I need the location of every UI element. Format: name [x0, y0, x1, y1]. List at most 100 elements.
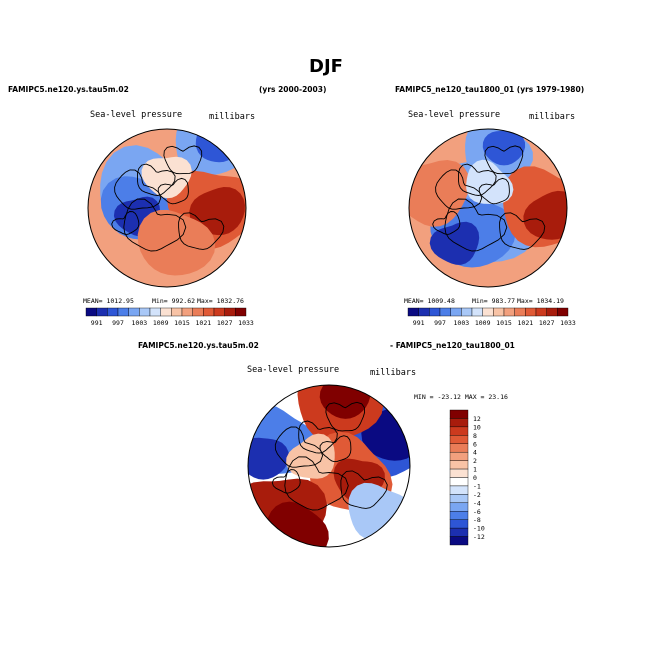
pressure-contour-region: [189, 187, 245, 236]
colorbar-swatch: [96, 307, 108, 317]
colorbar-swatch: [449, 536, 469, 546]
colorbar-swatch: [482, 307, 494, 317]
left-panel-colorbar: 991 997 1003 1009 1015 1021 1027 1033: [85, 307, 254, 327]
diff-panel-units: millibars: [370, 368, 417, 378]
colorbar-swatch: [203, 307, 215, 317]
coastline: [137, 163, 176, 196]
coastline: [157, 177, 189, 205]
colorbar-tick-label: 0: [473, 474, 477, 482]
colorbar-swatch: [493, 307, 505, 317]
colorbar-tick-label: 4: [473, 449, 477, 457]
coastline: [435, 169, 483, 210]
left-panel-max: Max= 1032.76: [197, 297, 244, 305]
colorbar-swatch: [107, 307, 119, 317]
right-panel-case-label: FAMIPC5_ne120_tau1800_01 (yrs 1979-1980): [395, 85, 585, 94]
left-panel-min: Min= 992.62: [152, 297, 196, 305]
pressure-contour-region: [248, 437, 289, 480]
colorbar-swatch: [449, 485, 469, 495]
colorbar-swatch: [557, 307, 569, 317]
colorbar-swatch: [418, 307, 430, 317]
colorbar-tick-label: 1009: [475, 319, 491, 327]
colorbar-tick-label: 1021: [518, 319, 534, 327]
map-boundary: [408, 128, 568, 288]
colorbar-tick-label: 10: [473, 423, 481, 431]
coastline: [111, 211, 140, 235]
colorbar-swatch: [450, 307, 462, 317]
colorbar-swatch: [139, 307, 151, 317]
right-panel-max: Max= 1034.19: [517, 297, 564, 305]
colorbar-swatch: [449, 511, 469, 520]
coastline: [178, 212, 225, 250]
colorbar-swatch: [503, 307, 515, 317]
right-panel-colorbar: 991 997 1003 1009 1015 1021 1027 1033: [407, 307, 576, 327]
right-panel-mean: MEAN= 1009.48: [404, 297, 455, 305]
coastlines: [111, 145, 225, 252]
coastline: [123, 198, 187, 252]
colorbar-swatch: [235, 307, 247, 317]
colorbar-swatch: [449, 502, 469, 512]
colorbar-swatch: [160, 307, 172, 317]
diff-case-b-label: - FAMIPC5_ne120_tau1800_01: [390, 341, 515, 350]
figure-title: DJF: [309, 56, 343, 77]
colorbar-tick-label: 997: [112, 319, 124, 327]
colorbar-tick-label: 997: [434, 319, 446, 327]
colorbar-tick-label: -4: [473, 499, 481, 507]
colorbar-tick-label: -10: [473, 525, 485, 533]
coastlines: [432, 145, 546, 252]
right-panel-min: Min= 983.77: [472, 297, 516, 305]
colorbar-swatch: [535, 307, 547, 317]
colorbar-tick-label: 1003: [132, 319, 148, 327]
colorbar-tick-label: -8: [473, 516, 481, 524]
diff-case-a-label: FAMIPC5.ne120.ys.tau5m.02: [138, 341, 259, 350]
diff-panel-title: Sea-level pressure: [247, 365, 340, 375]
left-panel-map: [87, 128, 247, 288]
colorbar-tick-label: 1009: [153, 319, 169, 327]
pressure-contour-region: [141, 156, 192, 199]
coastline: [478, 177, 510, 205]
colorbar-swatch: [192, 307, 204, 317]
pressure-contour-region: [137, 209, 216, 276]
colorbar-tick-label: 991: [413, 319, 425, 327]
colorbar-swatch: [471, 307, 483, 317]
colorbar-swatch: [449, 418, 469, 428]
coastline: [114, 169, 162, 210]
colorbar-swatch: [181, 307, 193, 317]
colorbar-swatch: [224, 307, 236, 317]
colorbar-tick-label: 1033: [560, 319, 576, 327]
colorbar-swatch: [449, 435, 469, 444]
colorbar-swatch: [449, 468, 469, 478]
pressure-contour-region: [482, 130, 526, 166]
colorbar-tick-label: 991: [91, 319, 103, 327]
colorbar-tick-label: 1027: [539, 319, 555, 327]
coastline: [432, 211, 461, 235]
colorbar-tick-label: 1027: [217, 319, 233, 327]
colorbar-swatch: [171, 307, 183, 317]
colorbar-swatch: [449, 460, 469, 470]
coastline: [499, 212, 546, 250]
colorbar-tick-label: 12: [473, 415, 481, 423]
colorbar-swatch: [429, 307, 441, 317]
colorbar-swatch: [449, 494, 469, 504]
colorbar-swatch: [213, 307, 225, 317]
map-boundary: [247, 384, 411, 548]
map-boundary: [87, 128, 247, 288]
colorbar-swatch: [449, 443, 469, 453]
right-panel-title: Sea-level pressure: [408, 110, 501, 120]
colorbar-tick-label: 1: [473, 466, 477, 474]
colorbar-tick-label: 1033: [238, 319, 254, 327]
coastlines: [271, 401, 388, 511]
colorbar-tick-label: -1: [473, 482, 481, 490]
coastline: [458, 163, 497, 196]
coastline: [271, 469, 301, 494]
colorbar-swatch: [85, 307, 97, 317]
left-panel-mean: MEAN= 1012.95: [83, 297, 134, 305]
colorbar-tick-label: -12: [473, 533, 485, 541]
coastline: [484, 145, 524, 175]
colorbar-swatch: [149, 307, 161, 317]
colorbar-tick-label: 2: [473, 457, 477, 465]
right-panel-map: [408, 128, 568, 288]
colorbar-swatch: [449, 426, 469, 436]
colorbar-swatch: [449, 451, 469, 461]
left-panel-case-label: FAMIPC5.ne120.ys.tau5m.02: [8, 85, 129, 94]
